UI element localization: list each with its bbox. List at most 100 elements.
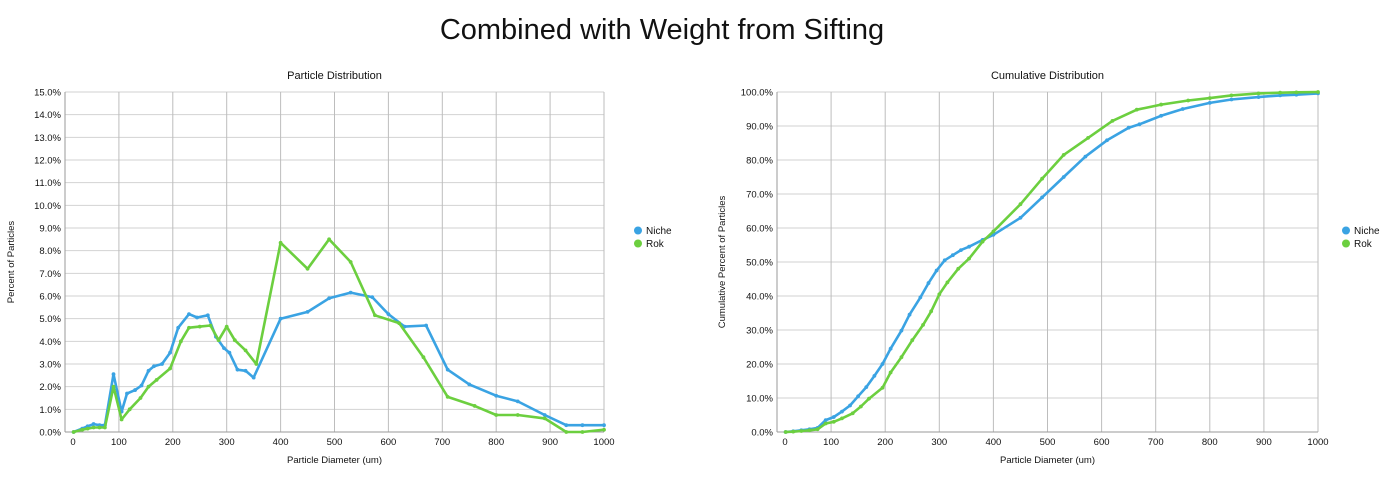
data-point-rok bbox=[910, 338, 915, 343]
data-point-niche bbox=[907, 312, 912, 317]
y-tick-label: 13.0% bbox=[34, 133, 61, 144]
y-tick-label: 8.0% bbox=[39, 246, 61, 257]
data-point-rok bbox=[197, 324, 202, 329]
data-point-rok bbox=[445, 394, 450, 399]
data-point-rok bbox=[102, 425, 107, 430]
data-point-rok bbox=[397, 321, 402, 326]
data-point-niche bbox=[1061, 175, 1066, 179]
data-point-rok bbox=[580, 430, 585, 434]
data-point-niche bbox=[222, 346, 226, 351]
data-point-niche bbox=[139, 383, 144, 388]
data-point-rok bbox=[127, 407, 132, 412]
y-tick-label: 4.0% bbox=[39, 337, 61, 348]
data-point-niche bbox=[899, 328, 904, 333]
data-point-rok bbox=[1229, 93, 1234, 98]
data-point-rok bbox=[305, 266, 310, 271]
data-point-niche bbox=[934, 268, 939, 273]
y-tick-label: 100.0% bbox=[741, 88, 774, 99]
data-point-rok bbox=[119, 417, 124, 422]
data-point-rok bbox=[348, 260, 353, 264]
data-point-niche bbox=[125, 391, 129, 396]
y-tick-label: 10.0% bbox=[34, 201, 61, 212]
x-tick-label: 200 bbox=[165, 437, 181, 448]
data-point-rok bbox=[831, 419, 836, 424]
data-point-niche bbox=[251, 375, 256, 380]
data-point-niche bbox=[959, 248, 963, 253]
data-point-niche bbox=[160, 362, 164, 366]
x-tick-label: 100 bbox=[823, 437, 839, 448]
data-point-niche bbox=[888, 346, 893, 351]
data-point-rok bbox=[542, 416, 547, 421]
y-tick-label: 11.0% bbox=[35, 178, 62, 189]
x-tick-label: 0 bbox=[70, 437, 75, 448]
x-tick-label: 200 bbox=[877, 437, 893, 448]
data-point-niche bbox=[305, 309, 310, 314]
data-point-rok bbox=[867, 396, 871, 401]
series-line-rok bbox=[73, 238, 605, 434]
x-tick-label: 500 bbox=[1040, 437, 1056, 448]
y-tick-label: 5.0% bbox=[39, 314, 61, 325]
data-point-niche bbox=[1105, 138, 1109, 143]
data-point-rok bbox=[232, 338, 237, 343]
data-point-niche bbox=[445, 367, 450, 372]
data-point-niche bbox=[564, 423, 569, 428]
data-point-niche bbox=[823, 418, 828, 422]
data-point-niche bbox=[327, 296, 332, 301]
data-point-rok bbox=[278, 240, 283, 245]
data-point-rok bbox=[138, 396, 143, 400]
data-point-rok bbox=[1186, 98, 1191, 103]
data-point-rok bbox=[888, 370, 893, 375]
data-point-rok bbox=[991, 229, 996, 234]
data-point-rok bbox=[1207, 96, 1212, 101]
data-point-rok bbox=[1278, 90, 1283, 95]
y-tick-label: 0.0% bbox=[751, 428, 773, 439]
data-point-rok bbox=[494, 413, 499, 417]
data-point-rok bbox=[1110, 119, 1115, 123]
series-line-niche bbox=[785, 92, 1319, 434]
y-tick-label: 6.0% bbox=[39, 292, 61, 303]
data-point-rok bbox=[327, 237, 332, 242]
data-point-rok bbox=[967, 256, 971, 261]
data-point-niche bbox=[152, 364, 156, 369]
legend-label-rok: Rok bbox=[1354, 239, 1373, 250]
data-point-niche bbox=[926, 281, 931, 285]
data-point-rok bbox=[783, 430, 788, 434]
data-point-rok bbox=[1040, 176, 1044, 181]
chart-2: 0.0% 10.0% 20.0% 30.0% 40.0% 50.0% 60.0% 70.0% 8… bbox=[717, 70, 1380, 466]
data-point-niche bbox=[1126, 125, 1131, 130]
data-point-rok bbox=[564, 430, 569, 434]
y-tick-label: 0.0% bbox=[39, 428, 61, 439]
data-point-niche bbox=[494, 393, 499, 398]
data-point-niche bbox=[942, 258, 947, 263]
x-tick-label: 900 bbox=[542, 437, 558, 448]
data-point-rok bbox=[799, 429, 804, 433]
data-point-niche bbox=[1207, 100, 1212, 105]
data-point-rok bbox=[602, 427, 606, 432]
data-point-niche bbox=[848, 403, 852, 408]
y-tick-label: 60.0% bbox=[746, 224, 773, 235]
x-tick-label: 1000 bbox=[1307, 437, 1328, 448]
y-tick-label: 30.0% bbox=[746, 326, 773, 337]
y-tick-label: 3.0% bbox=[39, 360, 61, 371]
data-point-niche bbox=[386, 312, 391, 317]
data-point-niche bbox=[1137, 122, 1142, 127]
data-point-rok bbox=[71, 430, 76, 434]
data-point-rok bbox=[80, 427, 85, 432]
series-line-niche bbox=[73, 291, 604, 434]
data-point-rok bbox=[850, 411, 855, 416]
data-point-niche bbox=[831, 415, 836, 419]
x-axis-label: Particle Diameter (um) bbox=[287, 455, 382, 466]
data-point-niche bbox=[1083, 154, 1088, 159]
y-tick-label: 7.0% bbox=[39, 269, 61, 280]
data-point-niche bbox=[840, 409, 844, 414]
x-tick-label: 500 bbox=[327, 437, 343, 448]
legend-label-niche: Niche bbox=[646, 226, 672, 237]
data-point-niche bbox=[580, 423, 585, 428]
chart-1: 0.0% 1.0% 2.0% 3.0% 4.0% 5.0% 6.0% 7.0% 8.0% 9.0%… bbox=[6, 70, 672, 466]
data-point-rok bbox=[254, 362, 259, 366]
data-point-rok bbox=[1159, 102, 1164, 107]
x-tick-label: 300 bbox=[219, 437, 235, 448]
data-point-niche bbox=[227, 350, 232, 355]
data-point-rok bbox=[208, 323, 213, 328]
data-point-niche bbox=[950, 253, 955, 258]
